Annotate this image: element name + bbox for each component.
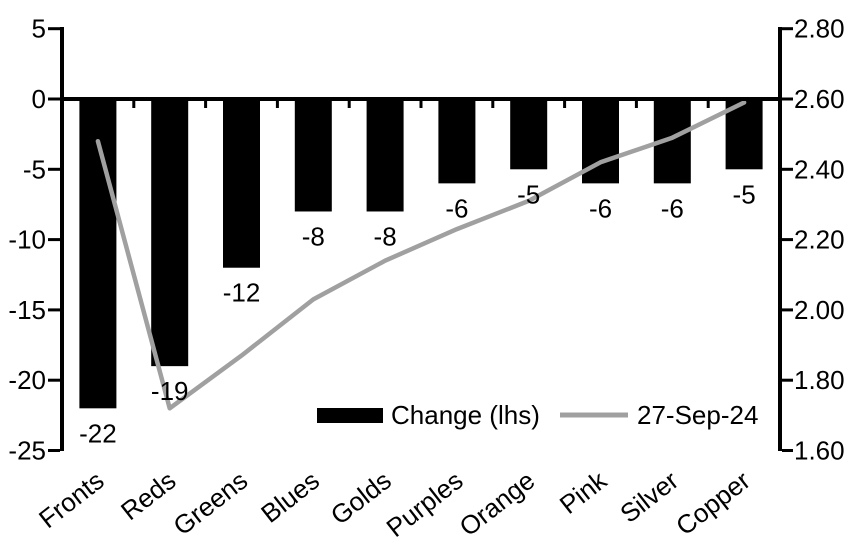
right-axis-tick (782, 238, 793, 242)
legend-line-label: 27-Sep-24 (637, 400, 758, 430)
left-axis-tick-label: -20 (8, 365, 46, 395)
legend-bar-swatch (317, 408, 383, 423)
category-label-copper: Copper (670, 465, 756, 541)
category-label-blues: Blues (255, 465, 325, 529)
left-axis-tick (48, 167, 60, 171)
legend-bar-label: Change (lhs) (391, 400, 540, 430)
category-label-pink: Pink (554, 464, 613, 519)
category-boundary-tick (491, 99, 495, 108)
bar-value-label-pink: -6 (589, 193, 612, 223)
bar-reds (151, 99, 189, 367)
right-axis-tick (782, 167, 793, 171)
bar-value-label-greens: -12 (223, 278, 261, 308)
bar-purples (438, 99, 476, 184)
category-label-greens: Greens (168, 465, 254, 541)
right-axis-tick-label: 2.00 (794, 295, 845, 325)
category-label-orange: Orange (454, 465, 541, 542)
left-axis-tick-label: -25 (8, 436, 46, 466)
left-axis-tick (48, 378, 60, 382)
category-boundary-tick (634, 99, 638, 108)
bar-value-label-golds: -8 (374, 221, 397, 251)
right-axis-tick (782, 449, 793, 452)
right-axis-line (778, 27, 782, 451)
left-axis-tick (48, 97, 60, 101)
left-axis-tick (48, 238, 60, 242)
category-boundary-tick (419, 99, 423, 108)
bar-greens (223, 99, 260, 268)
left-axis-tick (48, 308, 60, 312)
right-axis-tick (782, 308, 793, 312)
category-boundary-tick (275, 99, 279, 108)
right-axis-tick-label: 2.60 (794, 84, 845, 114)
right-axis-tick-label: 2.40 (794, 154, 845, 184)
left-axis-line (60, 27, 64, 451)
bar-golds (366, 99, 404, 212)
right-axis-tick (782, 27, 793, 31)
left-axis-tick-label: 5 (32, 14, 46, 44)
bar-value-label-orange: -5 (517, 179, 540, 209)
bar-value-label-purples: -6 (445, 193, 468, 223)
category-boundary-tick (347, 99, 351, 108)
category-label-purples: Purples (381, 465, 469, 543)
category-boundary-tick (706, 99, 710, 108)
category-label-fronts: Fronts (33, 465, 110, 534)
right-axis-tick-label: 1.80 (794, 365, 845, 395)
bar-value-label-silver: -6 (661, 193, 684, 223)
bar-orange (510, 99, 548, 170)
category-boundary-tick (563, 99, 567, 108)
bar-value-label-fronts: -22 (79, 418, 117, 448)
line-series-27-sep-24 (95, 100, 747, 411)
bar-fronts (79, 99, 117, 409)
right-axis-tick (782, 378, 793, 382)
bar-value-label-copper: -5 (733, 179, 756, 209)
left-axis-tick-label: -10 (8, 225, 46, 255)
right-axis-tick (782, 97, 793, 101)
left-axis-tick-label: 0 (32, 84, 46, 114)
category-boundary-tick (132, 99, 136, 108)
right-axis-tick-label: 2.80 (794, 14, 845, 44)
bar-blues (294, 99, 332, 212)
left-axis-tick-label: -5 (23, 154, 46, 184)
left-axis-tick (48, 27, 60, 31)
bar-value-label-reds: -19 (151, 376, 189, 406)
right-axis-tick-label: 2.20 (794, 225, 845, 255)
left-axis-tick-label: -15 (8, 295, 46, 325)
left-axis-tick (48, 449, 60, 452)
bar-value-label-blues: -8 (302, 221, 325, 251)
category-boundary-tick (204, 99, 208, 108)
right-axis-tick-label: 1.60 (794, 436, 845, 466)
